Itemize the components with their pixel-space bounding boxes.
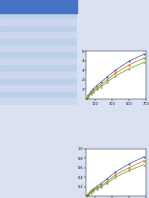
Bar bbox=[0, 98, 77, 105]
Bar bbox=[0, 65, 77, 72]
Bar bbox=[0, 85, 77, 92]
Bar bbox=[0, 59, 77, 65]
Bar bbox=[0, 72, 77, 79]
Bar bbox=[0, 0, 77, 13]
Bar bbox=[0, 19, 77, 26]
Bar bbox=[0, 39, 77, 46]
Bar bbox=[0, 92, 77, 98]
Bar bbox=[0, 13, 77, 19]
Bar bbox=[0, 52, 77, 59]
Bar bbox=[0, 32, 77, 39]
Bar bbox=[0, 79, 77, 85]
Bar bbox=[0, 46, 77, 52]
Bar bbox=[0, 26, 77, 32]
